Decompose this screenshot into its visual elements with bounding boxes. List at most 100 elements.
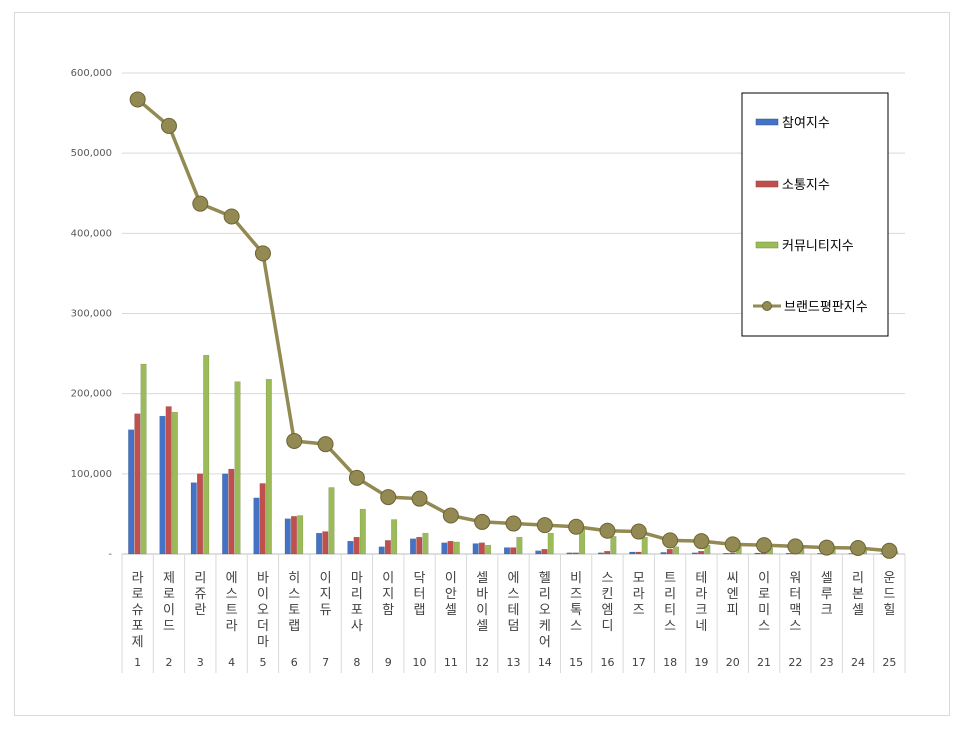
bar	[316, 532, 323, 555]
bar	[629, 551, 636, 555]
brand-reputation-point	[818, 539, 835, 556]
rank-label: 5	[259, 656, 266, 669]
rank-label: 7	[322, 656, 329, 669]
bar	[190, 482, 197, 555]
rank-label: 6	[291, 656, 298, 669]
rank-label: 16	[600, 656, 614, 669]
bar	[171, 411, 178, 555]
brand-reputation-point	[630, 523, 647, 540]
y-tick-label: 400,000	[71, 228, 112, 239]
bar	[128, 429, 135, 555]
brand-reputation-point	[724, 536, 741, 553]
rank-label: 13	[507, 656, 521, 669]
rank-label: 15	[569, 656, 583, 669]
bar	[504, 547, 511, 555]
legend-item-communication: 소통지수	[755, 178, 830, 193]
bar	[378, 546, 385, 555]
brand-reputation-point	[693, 533, 710, 550]
bar	[723, 552, 730, 555]
bar	[384, 540, 391, 555]
bar	[322, 531, 329, 555]
bar	[604, 550, 611, 555]
brand-reputation-point	[662, 532, 679, 549]
bar	[253, 497, 260, 555]
rank-label: 14	[538, 656, 552, 669]
legend-marker-brand-reputation	[762, 301, 772, 311]
brand-reputation-point	[756, 537, 773, 554]
legend-swatch-participation	[755, 118, 779, 126]
brand-reputation-point	[254, 245, 271, 262]
rank-label: 1	[134, 656, 141, 669]
rank-label: 17	[632, 656, 646, 669]
bar	[785, 552, 792, 555]
chart-svg: - 100,000 200,000 300,000 400,000 500,000 600,…	[71, 68, 906, 673]
bar	[673, 546, 680, 555]
brand-reputation-point	[568, 518, 585, 535]
rank-label: 25	[882, 656, 896, 669]
brand-reputation-point	[505, 515, 522, 532]
brand-reputation-point	[411, 490, 428, 507]
bar	[641, 536, 648, 555]
legend-box	[741, 92, 889, 337]
bar	[234, 381, 241, 555]
bar-layer	[128, 354, 899, 555]
bar	[754, 552, 761, 555]
bar	[541, 548, 548, 555]
rank-label: 24	[851, 656, 865, 669]
bar	[691, 552, 698, 555]
bar	[516, 536, 523, 555]
rank-label: 19	[694, 656, 708, 669]
bar	[297, 515, 304, 555]
y-tick-label: -	[108, 549, 112, 560]
brand-reputation-point	[442, 507, 459, 524]
bar	[610, 536, 617, 555]
bar	[447, 540, 454, 555]
bar	[328, 487, 335, 555]
bar	[228, 468, 235, 555]
rank-label: 22	[788, 656, 802, 669]
legend-label-communication: 소통지수	[782, 178, 830, 193]
y-tick-label: 500,000	[71, 148, 112, 159]
rank-label: 10	[413, 656, 427, 669]
rank-label: 4	[228, 656, 235, 669]
rank-label: 2	[165, 656, 172, 669]
rank-label: 8	[353, 656, 360, 669]
legend-swatch-communication	[755, 180, 779, 188]
bar	[353, 536, 360, 555]
bar	[347, 540, 354, 555]
bar	[422, 532, 429, 555]
bar	[660, 552, 667, 555]
bar	[290, 516, 297, 555]
brand-reputation-point	[380, 489, 397, 506]
rank-label: 23	[820, 656, 834, 669]
brand-reputation-point	[348, 469, 365, 486]
bar	[265, 379, 272, 555]
brand-reputation-point	[536, 517, 553, 534]
y-tick-label: 200,000	[71, 389, 112, 400]
bar	[572, 552, 579, 555]
legend: 참여지수 소통지수 커뮤니티지수 브랜드평판지수	[741, 92, 889, 337]
y-tick-label: 600,000	[71, 68, 112, 79]
rank-label: 12	[475, 656, 489, 669]
bar	[196, 473, 203, 555]
legend-label-community: 커뮤니티지수	[782, 239, 854, 254]
line-layer	[129, 91, 898, 559]
bar	[165, 406, 172, 555]
legend-item-participation: 참여지수	[755, 116, 830, 131]
rank-label: 11	[444, 656, 458, 669]
label-layer: 라 로 슈 포 제 1 제 로 이 드 2 리 쥬 란 3 에 스 트 라 4 바 이 오 더 마 5 히 스 토 랩 6 이 지 듀 7 마 리 포 사 8…	[132, 571, 897, 669]
